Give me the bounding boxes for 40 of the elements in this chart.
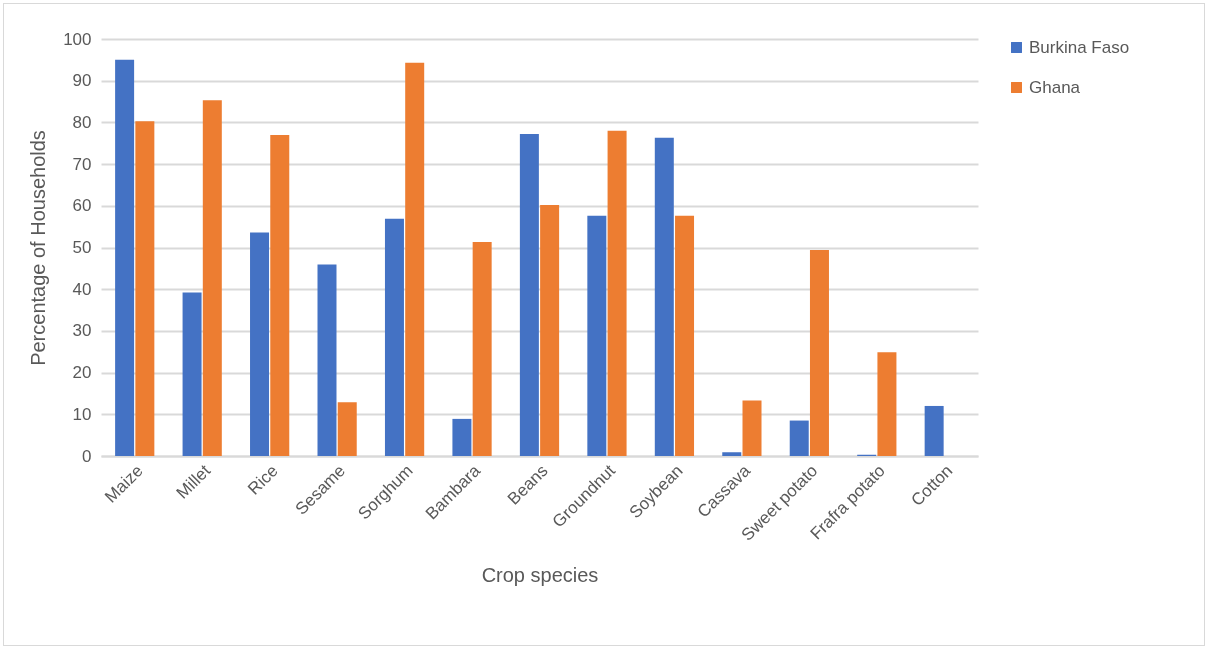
bar (742, 400, 762, 456)
bar (135, 121, 155, 456)
bar (182, 292, 202, 456)
y-tick-label: 60 (72, 196, 92, 216)
y-tick-label: 80 (72, 112, 92, 132)
bar (317, 264, 337, 456)
bar (809, 250, 829, 456)
bar (587, 215, 607, 456)
y-tick-label: 100 (63, 29, 92, 49)
bar (115, 59, 135, 456)
bar (472, 242, 492, 456)
y-tick-label: 0 (82, 446, 92, 466)
bar (405, 62, 425, 456)
bar (384, 218, 404, 456)
bar (519, 134, 539, 456)
y-tick-label: 20 (72, 363, 92, 383)
bar (270, 134, 290, 456)
bar (675, 215, 695, 456)
y-tick-label: 40 (72, 279, 92, 299)
y-tick-label: 90 (72, 71, 92, 91)
legend-label: Ghana (1029, 77, 1081, 97)
bar (540, 204, 560, 456)
y-tick-label: 10 (72, 404, 92, 424)
y-axis-title: Percentage of Households (27, 130, 50, 366)
bar (452, 418, 472, 456)
bar (789, 420, 809, 456)
bar (924, 405, 944, 456)
y-tick-label: 30 (72, 321, 92, 341)
y-tick-label: 50 (72, 238, 92, 257)
bar (877, 352, 897, 456)
bar (607, 130, 627, 456)
bar (202, 100, 222, 456)
bar (722, 452, 742, 456)
x-axis-title: Crop species (481, 563, 599, 586)
y-tick-label: 70 (72, 154, 92, 174)
legend-label: Burkina Faso (1029, 37, 1130, 57)
bar (337, 402, 357, 456)
bar (250, 232, 270, 456)
bar (654, 137, 674, 456)
x-tick-label: Rice (244, 461, 282, 499)
